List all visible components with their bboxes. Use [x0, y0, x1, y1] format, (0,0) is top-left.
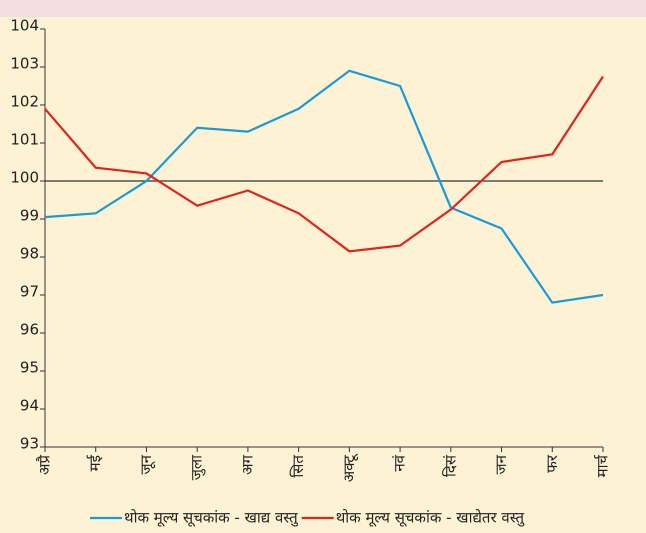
series-line	[44, 69, 604, 304]
y-tick-label: 98	[20, 245, 39, 263]
x-tick-label: नवं	[391, 454, 409, 471]
legend-label: थोक मूल्य सूचकांक - खाद्येतर वस्तु	[336, 509, 525, 528]
legend-label: थोक मूल्य सूचकांक - खाद्य वस्तु	[124, 509, 299, 528]
x-tick-label: जून	[137, 454, 156, 474]
y-tick-label: 102	[10, 93, 39, 111]
y-tick-label: 99	[20, 207, 39, 225]
x-tick-label: अग	[238, 454, 256, 474]
y-tick-label: 103	[10, 55, 39, 73]
series-line	[44, 75, 604, 253]
y-tick-label: 101	[10, 131, 39, 149]
x-tick-label: अक्टू	[340, 454, 359, 483]
y-tick-label: 97	[20, 283, 39, 301]
x-tick-label: सित	[289, 455, 307, 478]
y-tick-label: 93	[20, 435, 39, 453]
x-tick-label: जुला	[188, 454, 207, 480]
x-tick-label: दिसं	[441, 454, 459, 477]
y-tick-label: 100	[10, 169, 39, 187]
y-tick-label: 104	[10, 17, 39, 35]
x-tick-label: फर	[543, 454, 561, 473]
y-tick-label: 95	[20, 359, 39, 377]
x-tick-label: अप्रै	[36, 455, 54, 475]
top-strip	[0, 0, 646, 17]
x-tick-label: जन	[492, 454, 510, 474]
y-tick-label: 94	[20, 397, 39, 415]
x-tick-label: मई	[86, 454, 104, 471]
y-tick-label: 96	[20, 321, 39, 339]
x-tick-label: मार्च	[594, 454, 612, 477]
